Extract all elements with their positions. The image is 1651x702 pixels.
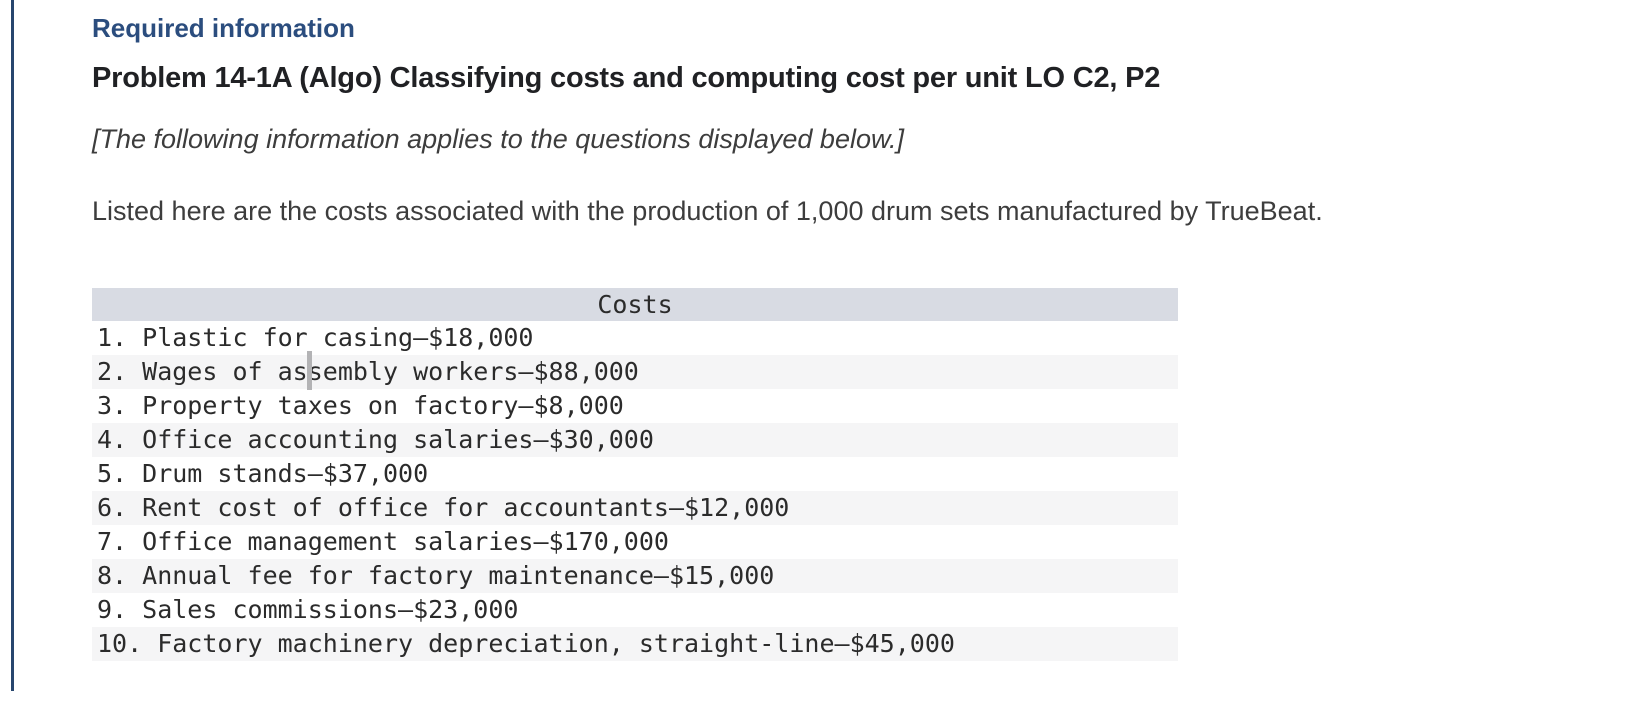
costs-table-header: Costs [92, 288, 1178, 321]
cost-row-2: 2. Wages of assembly workers—$88,000 [92, 355, 1178, 389]
cost-row-7: 7. Office management salaries—$170,000 [92, 525, 1178, 559]
applies-note: [The following information applies to th… [92, 124, 904, 154]
cost-row-6: 6. Rent cost of office for accountants—$… [92, 491, 1178, 525]
required-information-label: Required information [92, 13, 355, 43]
cost-row-4: 4. Office accounting salaries—$30,000 [92, 423, 1178, 457]
cost-row-8: 8. Annual fee for factory maintenance—$1… [92, 559, 1178, 593]
cost-row-5: 5. Drum stands—$37,000 [92, 457, 1178, 491]
cost-row-1: 1. Plastic for casing—$18,000 [92, 321, 1178, 355]
left-border-rule [11, 0, 14, 691]
problem-title: Problem 14-1A (Algo) Classifying costs a… [92, 62, 1161, 94]
cost-row-3: 3. Property taxes on factory—$8,000 [92, 389, 1178, 423]
costs-table: Costs 1. Plastic for casing—$18,000 2. W… [92, 288, 1178, 661]
cost-row-9: 9. Sales commissions—$23,000 [92, 593, 1178, 627]
intro-paragraph: Listed here are the costs associated wit… [92, 196, 1323, 226]
cost-row-10: 10. Factory machinery depreciation, stra… [92, 627, 1178, 661]
text-cursor [307, 351, 312, 390]
